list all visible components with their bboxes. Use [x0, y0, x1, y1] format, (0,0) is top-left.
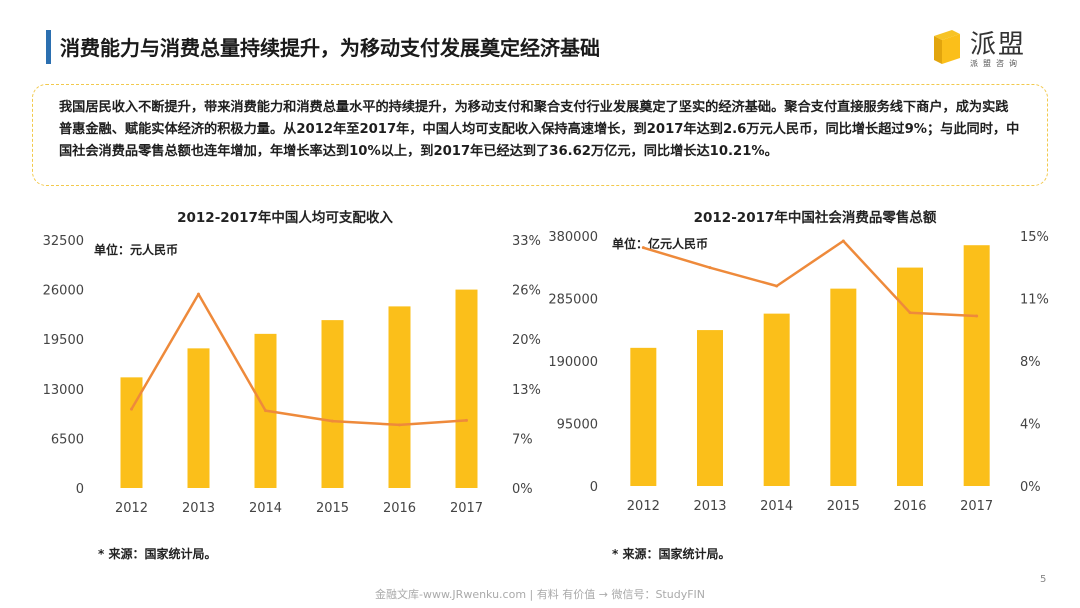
chart2-line-point — [641, 246, 645, 250]
chart2-unit-label: 单位：亿元人民币 — [612, 236, 708, 251]
chart2-x-tick: 2013 — [693, 499, 726, 514]
chart2-source: * 来源：国家统计局。 — [612, 547, 731, 561]
summary-box: 我国居民收入不断提升，带来消费能力和消费总量水平的持续提升，为移动支付和聚合支付… — [32, 84, 1048, 186]
chart2-bar — [630, 347, 657, 486]
chart2-right-tick: 4% — [1020, 418, 1041, 433]
chart1-x-tick: 2013 — [182, 501, 215, 516]
chart1-line-point — [264, 409, 267, 413]
chart2-line-point — [708, 266, 712, 270]
chart1-line-point — [331, 419, 334, 423]
chart1-left-tick: 13000 — [43, 383, 84, 398]
chart2-bar — [697, 330, 723, 486]
logo-cube-icon — [934, 30, 960, 64]
chart2-left-tick: 95000 — [557, 418, 598, 433]
chart1-bar — [187, 348, 210, 488]
chart2-x-tick: 2017 — [960, 499, 993, 514]
chart2-right-tick: 11% — [1020, 293, 1049, 308]
chart1-bar — [455, 289, 478, 488]
chart1-x-tick: 2017 — [450, 501, 483, 516]
chart1-bar — [388, 306, 411, 488]
chart1-source: * 来源：国家统计局。 — [98, 547, 217, 561]
page-title: 消费能力与消费总量持续提升，为移动支付发展奠定经济基础 — [60, 36, 600, 60]
footer-text: 金融文库-www.JRwenku.com | 有料 有价值 → 微信号：Stud… — [374, 588, 706, 601]
chart1-left-tick: 26000 — [43, 284, 84, 299]
logo-subtitle: 派盟咨询 — [970, 59, 1022, 68]
chart1-x-tick: 2012 — [115, 501, 148, 516]
chart2-bar — [830, 288, 857, 486]
brand-logo: 派盟 派盟咨询 — [930, 20, 1040, 72]
chart1-right-tick: 33% — [512, 234, 541, 249]
chart2-left-tick: 285000 — [548, 293, 598, 308]
chart1-line-point — [197, 292, 200, 296]
page-number: 5 — [1040, 574, 1047, 585]
chart2-right-tick: 8% — [1020, 355, 1041, 370]
chart1-left-tick: 0 — [76, 482, 84, 497]
chart2-right-tick: 15% — [1020, 230, 1049, 245]
logo-name: 派盟 — [970, 30, 1027, 60]
chart2-left-tick: 0 — [590, 480, 598, 495]
chart2-growth-line — [642, 239, 977, 318]
chart2-line-point — [841, 239, 845, 243]
chart1-left-tick: 19500 — [43, 333, 84, 348]
chart2-left-tick: 380000 — [548, 230, 598, 245]
chart1-left-tick: 6500 — [51, 432, 84, 447]
chart2-x-tick: 2014 — [760, 499, 793, 514]
chart2-line-point — [975, 314, 979, 318]
chart2-bar — [763, 313, 790, 486]
summary-text: 我国居民收入不断提升，带来消费能力和消费总量水平的持续提升，为移动支付和聚合支付… — [59, 100, 1020, 159]
chart1-growth-line — [130, 292, 467, 427]
chart1-title: 2012-2017年中国人均可支配收入 — [177, 210, 393, 226]
chart2-title: 2012-2017年中国社会消费品零售总额 — [693, 210, 937, 226]
chart1-right-tick: 20% — [512, 333, 541, 348]
chart1-left-tick: 32500 — [43, 234, 84, 249]
chart1-x-tick: 2014 — [249, 501, 282, 516]
chart2-x-tick: 2016 — [893, 499, 926, 514]
chart2-left-tick: 190000 — [548, 355, 598, 370]
chart2-line-point — [908, 311, 912, 315]
chart1-right-tick: 0% — [512, 482, 533, 497]
chart2-x-tick: 2015 — [827, 499, 860, 514]
chart1-bar — [120, 377, 143, 488]
chart1-bar — [321, 320, 344, 488]
chart1-line-point — [398, 423, 401, 427]
title-accent-bar — [46, 30, 51, 64]
chart1-right-tick: 7% — [512, 432, 533, 447]
chart1-line-point — [130, 407, 133, 411]
chart1-unit-label: 单位：元人民币 — [94, 242, 178, 257]
chart2-bar — [897, 267, 923, 486]
chart1-right-tick: 13% — [512, 383, 541, 398]
chart2-x-tick: 2012 — [627, 499, 660, 514]
chart1-x-tick: 2016 — [383, 501, 416, 516]
chart2-right-tick: 0% — [1020, 480, 1041, 495]
chart1-line-point — [465, 418, 468, 422]
chart1-right-tick: 26% — [512, 284, 541, 299]
chart2-line-point — [775, 284, 779, 288]
chart1-x-tick: 2015 — [316, 501, 349, 516]
chart2-bar — [963, 245, 990, 486]
